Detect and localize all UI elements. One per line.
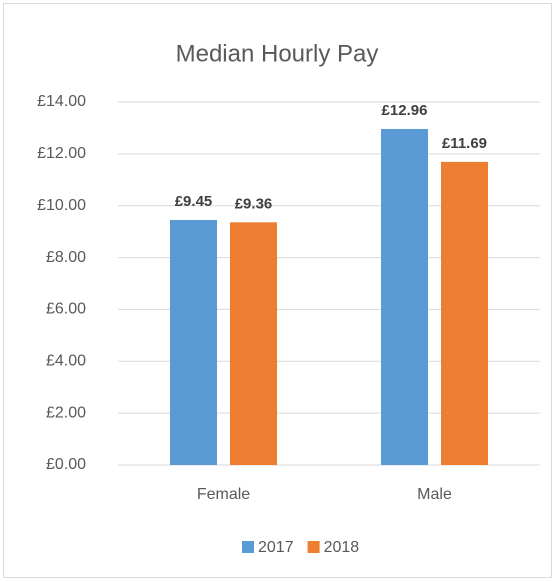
- bar: [230, 222, 277, 465]
- bar: [381, 128, 428, 466]
- x-tick-label: Male: [417, 486, 452, 503]
- data-label: £9.36: [235, 195, 273, 212]
- legend-label: 2018: [324, 539, 360, 556]
- data-label: £11.69: [442, 135, 487, 152]
- y-tick-label: £4.00: [46, 353, 86, 370]
- legend-label: 2017: [258, 539, 294, 556]
- y-tick-label: £2.00: [46, 404, 86, 421]
- x-tick-label: Female: [197, 486, 250, 503]
- chart-title: Median Hourly Pay: [176, 40, 379, 67]
- legend-swatch: [307, 541, 320, 553]
- y-tick-label: £0.00: [46, 456, 86, 473]
- bar: [170, 219, 217, 465]
- y-tick-label: £14.00: [37, 93, 86, 110]
- legend-swatch: [242, 541, 254, 553]
- y-tick-label: £6.00: [46, 301, 86, 318]
- y-tick-label: £10.00: [37, 197, 86, 214]
- data-label: £9.45: [175, 193, 213, 210]
- y-tick-label: £8.00: [46, 249, 86, 266]
- bar: [441, 161, 488, 465]
- y-tick-label: £12.00: [37, 145, 86, 162]
- data-label: £12.96: [382, 102, 428, 119]
